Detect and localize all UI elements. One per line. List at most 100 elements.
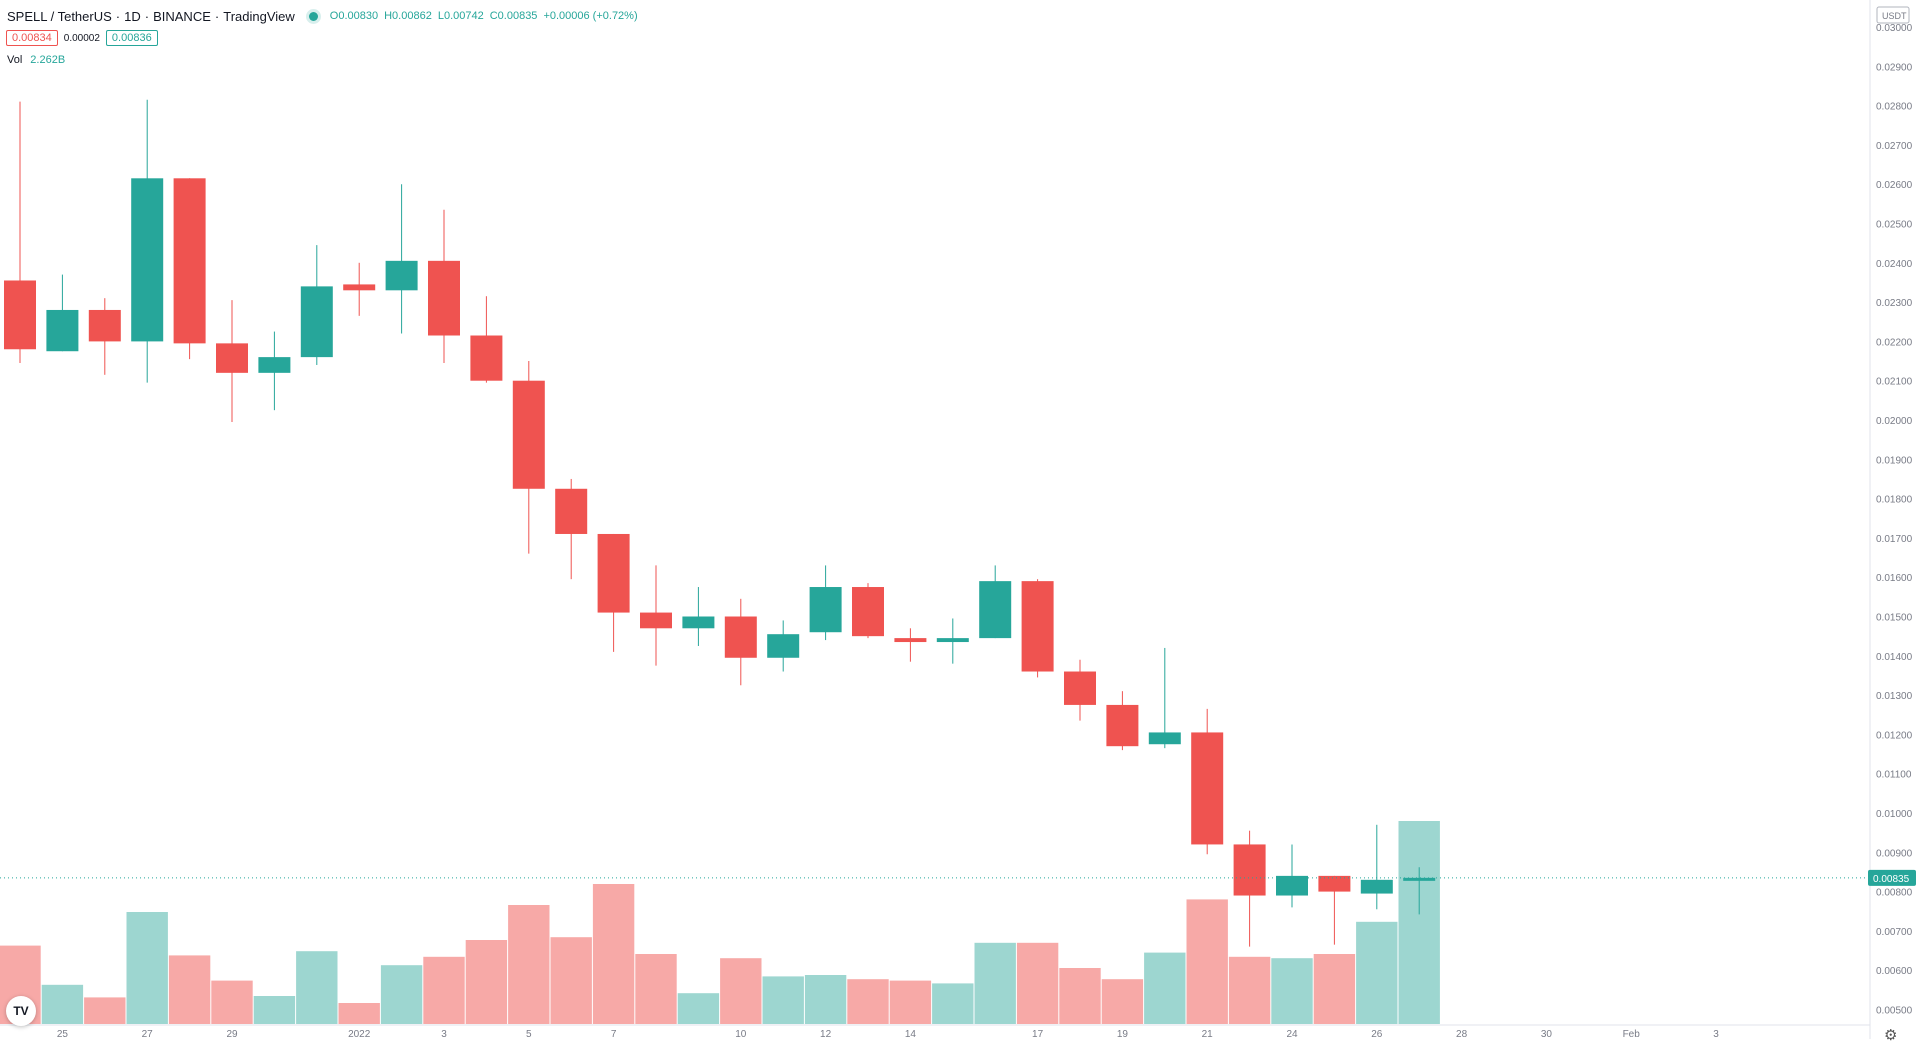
volume-bar: [847, 979, 889, 1024]
ohlc-readout: O0.00830 H0.00862 L0.00742 C0.00835 +0.0…: [330, 10, 638, 22]
x-tick-label: 12: [820, 1029, 832, 1039]
close-value: C0.00835: [489, 10, 538, 22]
x-tick-label: 29: [226, 1029, 238, 1039]
y-tick-label: 0.00900: [1876, 848, 1913, 859]
volume-bar: [1101, 979, 1144, 1024]
last-price-badge: [1868, 869, 1916, 886]
candle-body[interactable]: [216, 343, 248, 373]
volume-bar: [126, 912, 168, 1024]
candle-body[interactable]: [46, 309, 79, 352]
tradingview-logo-icon[interactable]: TV: [6, 996, 36, 1026]
y-tick-label: 0.01600: [1876, 573, 1913, 584]
volume-bar: [1144, 952, 1186, 1024]
spread-value: 0.00002: [63, 32, 100, 44]
y-tick-label: 0.00600: [1876, 966, 1913, 977]
y-tick-label: 0.02100: [1876, 377, 1913, 388]
y-tick-label: 0.02800: [1876, 102, 1913, 113]
candle-body[interactable]: [343, 284, 376, 291]
candle-body[interactable]: [1106, 704, 1139, 747]
candle-body[interactable]: [936, 638, 969, 643]
volume-bar: [465, 940, 508, 1024]
volume-legend: Vol 2.262B: [7, 54, 65, 66]
volume-bar: [804, 975, 847, 1024]
x-tick-label: 17: [1032, 1029, 1044, 1039]
volume-bar: [720, 958, 762, 1024]
x-tick-label: 30: [1541, 1029, 1553, 1039]
y-tick-label: 0.00800: [1876, 888, 1913, 899]
y-tick-label: 0.00700: [1876, 927, 1913, 938]
candle-body[interactable]: [1233, 844, 1266, 896]
interval-label[interactable]: 1D: [124, 8, 141, 24]
candle-body[interactable]: [767, 634, 800, 658]
candle-body[interactable]: [385, 260, 418, 291]
volume-bar: [1271, 958, 1313, 1024]
x-tick-label: 2022: [348, 1029, 371, 1039]
symbol-title[interactable]: SPELL / TetherUS: [7, 8, 112, 24]
candle-body[interactable]: [1148, 732, 1181, 745]
x-tick-label: 5: [526, 1029, 532, 1039]
y-tick-label: 0.02000: [1876, 416, 1913, 427]
currency-label: USDT: [1882, 11, 1907, 21]
candle-body[interactable]: [555, 488, 588, 534]
candle-body[interactable]: [131, 178, 164, 342]
y-tick-label: 0.02400: [1876, 259, 1913, 270]
candle-body[interactable]: [512, 380, 545, 489]
volume-bar: [1016, 942, 1059, 1024]
candle-body[interactable]: [173, 178, 206, 344]
exchange-label: BINANCE: [153, 8, 211, 24]
x-tick-label: 3: [1713, 1029, 1719, 1039]
x-tick-label: 10: [735, 1029, 747, 1039]
candle-body[interactable]: [1191, 732, 1224, 845]
x-tick-label: 21: [1202, 1029, 1214, 1039]
volume-bar: [380, 965, 423, 1024]
candle-body[interactable]: [1360, 879, 1393, 894]
candle-body[interactable]: [88, 309, 121, 342]
market-status-icon[interactable]: [308, 11, 318, 21]
candle-body[interactable]: [724, 616, 757, 658]
buy-price-button[interactable]: 0.00836: [105, 30, 158, 46]
x-tick-label: 26: [1371, 1029, 1383, 1039]
candle-body[interactable]: [1318, 875, 1351, 892]
volume-bar: [338, 1003, 380, 1024]
y-tick-label: 0.01700: [1876, 534, 1913, 545]
candle-body[interactable]: [258, 357, 291, 373]
candle-body[interactable]: [428, 260, 460, 336]
candle-body[interactable]: [1276, 875, 1308, 896]
currency-box[interactable]: [1876, 6, 1910, 24]
candle-body[interactable]: [4, 280, 36, 350]
y-tick-label: 0.02600: [1876, 180, 1913, 191]
candle-body[interactable]: [470, 335, 503, 381]
low-value: L0.00742: [437, 10, 484, 22]
volume-bar: [1186, 899, 1228, 1024]
volume-bar: [84, 997, 126, 1024]
volume-bar: [974, 942, 1016, 1024]
y-tick-label: 0.01100: [1876, 770, 1912, 781]
candle-body[interactable]: [1021, 581, 1054, 672]
candle-body[interactable]: [640, 612, 672, 629]
y-tick-label: 0.02200: [1876, 337, 1913, 348]
candle-body[interactable]: [979, 581, 1012, 639]
x-tick-label: 19: [1117, 1029, 1129, 1039]
volume-bar: [296, 951, 338, 1024]
y-tick-label: 0.02500: [1876, 220, 1913, 231]
candle-body[interactable]: [809, 587, 842, 633]
change-value: +0.00006 (+0.72%): [543, 10, 638, 22]
volume-value: 2.262B: [30, 54, 66, 66]
x-tick-label: 3: [441, 1029, 447, 1039]
volume-bar: [253, 996, 296, 1024]
candle-body[interactable]: [597, 533, 630, 613]
candle-body[interactable]: [300, 286, 333, 358]
candle-body[interactable]: [852, 587, 884, 637]
sell-price-button[interactable]: 0.00834: [6, 30, 58, 46]
y-tick-label: 0.01000: [1876, 809, 1913, 820]
volume-bar: [762, 976, 804, 1024]
candle-body[interactable]: [1064, 671, 1096, 705]
x-tick-label: Feb: [1623, 1029, 1641, 1039]
candle-body[interactable]: [682, 616, 715, 629]
y-tick-label: 0.02900: [1876, 62, 1913, 73]
candle-body[interactable]: [1403, 877, 1436, 881]
candle-body[interactable]: [894, 638, 927, 643]
gear-icon[interactable]: ⚙: [1884, 1027, 1898, 1044]
x-tick-label: 25: [57, 1029, 69, 1039]
